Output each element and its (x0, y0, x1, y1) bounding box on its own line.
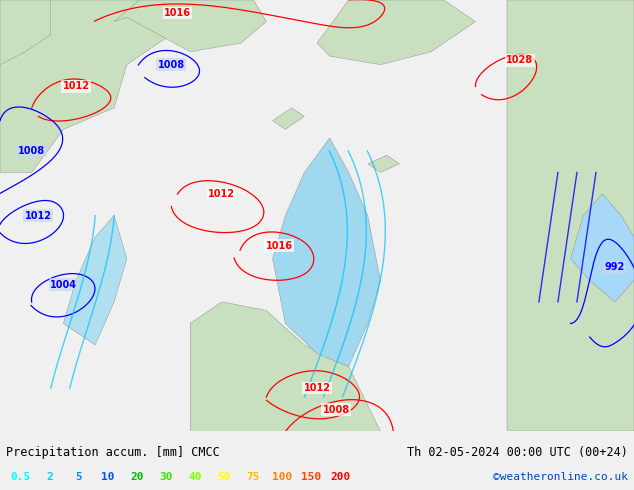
Text: 1016: 1016 (266, 241, 292, 251)
Text: 5: 5 (75, 472, 82, 482)
Polygon shape (0, 0, 51, 65)
Text: 1008: 1008 (158, 60, 184, 70)
Text: 2: 2 (46, 472, 53, 482)
Text: 30: 30 (159, 472, 173, 482)
Text: 1012: 1012 (304, 383, 330, 393)
Text: 10: 10 (101, 472, 115, 482)
Polygon shape (273, 138, 380, 367)
Polygon shape (0, 0, 190, 172)
Text: 1012: 1012 (25, 211, 51, 220)
Text: Precipitation accum. [mm] CMCC: Precipitation accum. [mm] CMCC (6, 446, 220, 459)
Polygon shape (507, 0, 634, 431)
Polygon shape (571, 194, 634, 302)
Text: 1012: 1012 (63, 81, 89, 91)
Text: 1008: 1008 (323, 405, 349, 415)
Text: 150: 150 (301, 472, 321, 482)
Text: ©weatheronline.co.uk: ©weatheronline.co.uk (493, 472, 628, 482)
Polygon shape (114, 0, 266, 52)
Text: 1012: 1012 (209, 189, 235, 199)
Text: 1016: 1016 (164, 8, 191, 18)
Text: 1008: 1008 (18, 146, 45, 156)
Text: 0.5: 0.5 (11, 472, 31, 482)
Text: 992: 992 (605, 262, 625, 272)
Polygon shape (190, 302, 380, 431)
Polygon shape (317, 0, 476, 65)
Text: 50: 50 (217, 472, 231, 482)
Text: 1028: 1028 (507, 55, 533, 65)
Text: 40: 40 (188, 472, 202, 482)
Text: 20: 20 (131, 472, 144, 482)
Text: 200: 200 (330, 472, 351, 482)
Polygon shape (63, 216, 127, 345)
Polygon shape (273, 108, 304, 129)
Text: 1004: 1004 (50, 280, 77, 290)
Polygon shape (368, 155, 399, 172)
Text: Th 02-05-2024 00:00 UTC (00+24): Th 02-05-2024 00:00 UTC (00+24) (407, 446, 628, 459)
Text: 100: 100 (272, 472, 292, 482)
Text: 75: 75 (247, 472, 260, 482)
